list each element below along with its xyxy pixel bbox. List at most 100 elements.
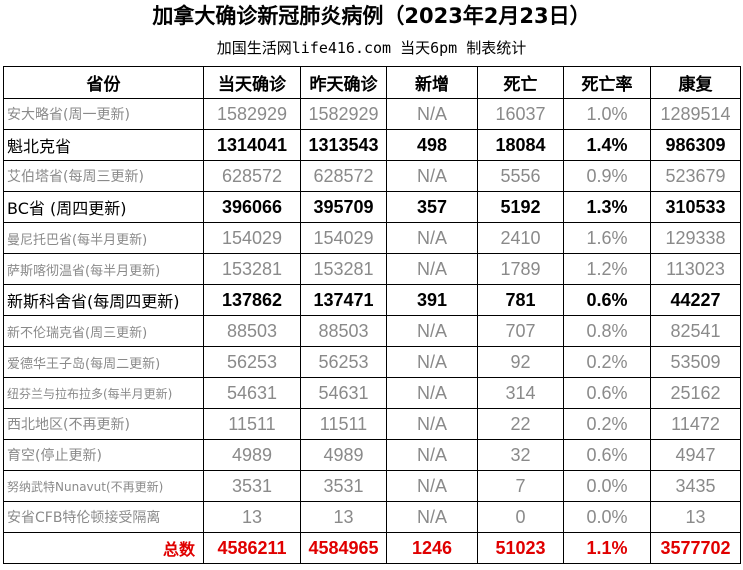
- data-cell: N/A: [386, 98, 478, 130]
- table-row: 艾伯塔省(每周三更新) 628572 628572 N/A 5556 0.9% 523679: [3, 160, 741, 192]
- data-cell: 781: [477, 284, 564, 316]
- data-cell: 1.4%: [563, 129, 651, 161]
- column-header: 死亡率: [563, 66, 651, 99]
- data-cell: 0.2%: [563, 408, 651, 440]
- data-cell: N/A: [386, 470, 478, 502]
- total-cell: 51023: [477, 532, 564, 564]
- data-cell: 54631: [203, 377, 301, 409]
- province-cell: 纽芬兰与拉布拉多(每半月更新): [3, 377, 204, 409]
- data-cell: 0.0%: [563, 470, 651, 502]
- data-cell: 5556: [477, 160, 564, 192]
- province-cell: 萨斯喀彻温省(每半月更新): [3, 253, 204, 285]
- data-cell: 56253: [203, 346, 301, 378]
- total-row: 总数 4586211 4584965 1246 51023 1.1% 3577702: [3, 532, 741, 564]
- data-cell: N/A: [386, 501, 478, 533]
- province-cell: 魁北克省: [3, 129, 204, 161]
- total-cell: 3577702: [650, 532, 741, 564]
- data-cell: 0.2%: [563, 346, 651, 378]
- data-cell: 0.6%: [563, 439, 651, 471]
- data-cell: 7: [477, 470, 564, 502]
- table-row: 曼尼托巴省(每半月更新) 154029 154029 N/A 2410 1.6% 12933…: [3, 222, 741, 254]
- data-cell: 523679: [650, 160, 741, 192]
- table-row: 新不伦瑞克省(周三更新) 88503 88503 N/A 707 0.8% 82541: [3, 315, 741, 347]
- data-cell: 4947: [650, 439, 741, 471]
- data-cell: 395709: [300, 191, 387, 223]
- data-cell: N/A: [386, 346, 478, 378]
- table-row: 西北地区(不再更新) 11511 11511 N/A 22 0.2% 11472: [3, 408, 741, 440]
- province-cell: 曼尼托巴省(每半月更新): [3, 222, 204, 254]
- province-cell: 安大略省(周一更新): [3, 98, 204, 130]
- data-cell: 0.6%: [563, 377, 651, 409]
- data-cell: 3435: [650, 470, 741, 502]
- column-header: 省份: [3, 66, 204, 99]
- data-cell: 53509: [650, 346, 741, 378]
- table-row: 爱德华王子岛(每周二更新) 56253 56253 N/A 92 0.2% 53509: [3, 346, 741, 378]
- data-cell: N/A: [386, 439, 478, 471]
- case-table: 省份 当天确诊 昨天确诊 新增 死亡 死亡率 康复 安大略省(周一更新) 1582929 158…: [3, 66, 741, 564]
- data-cell: 1.0%: [563, 98, 651, 130]
- total-cell: 1246: [386, 532, 478, 564]
- data-cell: 0.6%: [563, 284, 651, 316]
- data-cell: 32: [477, 439, 564, 471]
- data-cell: 18084: [477, 129, 564, 161]
- province-cell: 艾伯塔省(每周三更新): [3, 160, 204, 192]
- data-cell: 314: [477, 377, 564, 409]
- data-cell: N/A: [386, 377, 478, 409]
- data-cell: N/A: [386, 408, 478, 440]
- province-cell: 爱德华王子岛(每周二更新): [3, 346, 204, 378]
- data-cell: 707: [477, 315, 564, 347]
- table-row: 纽芬兰与拉布拉多(每半月更新) 54631 54631 N/A 314 0.6% 25162: [3, 377, 741, 409]
- data-cell: 25162: [650, 377, 741, 409]
- column-header: 康复: [650, 66, 741, 99]
- data-cell: 82541: [650, 315, 741, 347]
- data-cell: 153281: [203, 253, 301, 285]
- data-cell: 154029: [203, 222, 301, 254]
- table-row: 育空(停止更新) 4989 4989 N/A 32 0.6% 4947: [3, 439, 741, 471]
- data-cell: 1.2%: [563, 253, 651, 285]
- data-cell: 4989: [203, 439, 301, 471]
- table-row: 努纳武特Nunavut(不再更新) 3531 3531 N/A 7 0.0% 3435: [3, 470, 741, 502]
- data-cell: 396066: [203, 191, 301, 223]
- data-cell: 11511: [203, 408, 301, 440]
- column-header: 死亡: [477, 66, 564, 99]
- province-cell: 西北地区(不再更新): [3, 408, 204, 440]
- data-cell: 88503: [203, 315, 301, 347]
- data-cell: 13: [203, 501, 301, 533]
- data-cell: N/A: [386, 315, 478, 347]
- data-cell: 0.0%: [563, 501, 651, 533]
- data-cell: 5192: [477, 191, 564, 223]
- data-cell: 1314041: [203, 129, 301, 161]
- data-cell: 628572: [203, 160, 301, 192]
- data-cell: 2410: [477, 222, 564, 254]
- total-label: 总数: [3, 532, 204, 564]
- data-cell: 986309: [650, 129, 741, 161]
- total-cell: 4584965: [300, 532, 387, 564]
- data-cell: 498: [386, 129, 478, 161]
- data-cell: 0.8%: [563, 315, 651, 347]
- province-cell: 努纳武特Nunavut(不再更新): [3, 470, 204, 502]
- table-row: 安大略省(周一更新) 1582929 1582929 N/A 16037 1.0% 1289…: [3, 98, 741, 130]
- column-header: 昨天确诊: [300, 66, 387, 99]
- data-cell: 137471: [300, 284, 387, 316]
- data-cell: 1313543: [300, 129, 387, 161]
- table-body: 安大略省(周一更新) 1582929 1582929 N/A 16037 1.0% 1289…: [3, 98, 741, 564]
- data-cell: 391: [386, 284, 478, 316]
- data-cell: 310533: [650, 191, 741, 223]
- data-cell: 92: [477, 346, 564, 378]
- data-cell: 22: [477, 408, 564, 440]
- province-cell: BC省 (周四更新): [3, 191, 204, 223]
- data-cell: 13: [650, 501, 741, 533]
- column-header: 新增: [386, 66, 478, 99]
- data-cell: 1789: [477, 253, 564, 285]
- total-cell: 1.1%: [563, 532, 651, 564]
- data-cell: 3531: [300, 470, 387, 502]
- data-cell: 11472: [650, 408, 741, 440]
- data-cell: 54631: [300, 377, 387, 409]
- data-cell: 1.6%: [563, 222, 651, 254]
- table-row: 萨斯喀彻温省(每半月更新) 153281 153281 N/A 1789 1.2% 1130…: [3, 253, 741, 285]
- data-cell: 16037: [477, 98, 564, 130]
- data-cell: 129338: [650, 222, 741, 254]
- data-cell: 154029: [300, 222, 387, 254]
- title: 加拿大确诊新冠肺炎病例（2023年2月23日）: [152, 4, 591, 28]
- data-cell: 1582929: [203, 98, 301, 130]
